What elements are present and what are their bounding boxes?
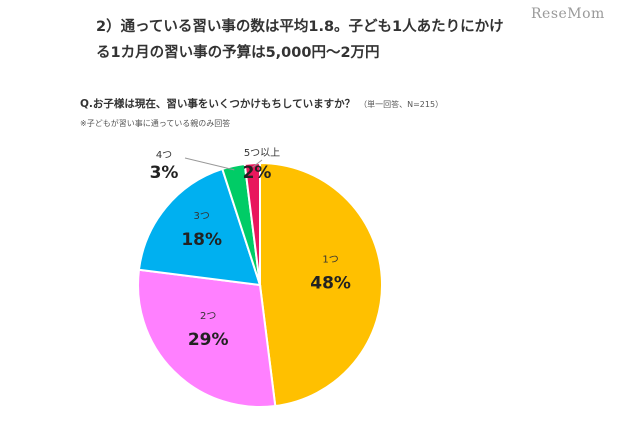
slice-labels: 1つ 48% 2つ 29% 3つ 18% 4つ 3% 5つ以上 2%: [150, 147, 351, 350]
heading-line-1: 2）通っている習い事の数は平均1.8。子ども1人あたりにかけ: [96, 19, 504, 35]
slice-label-5: 5つ以上: [244, 147, 280, 159]
question-text: Q.お子様は現在、習い事をいくつかけもちしていますか？: [80, 98, 356, 110]
slice-value-3: 18%: [181, 230, 222, 250]
leader-line-4: [184, 157, 235, 171]
page-heading: 2）通っている習い事の数は平均1.8。子ども1人あたりにかけ る1カ月の習い事の…: [96, 14, 516, 66]
slice-label-4: 4つ: [156, 150, 172, 161]
slice-label-3: 3つ: [194, 211, 210, 222]
pie-slice-1: [259, 161, 384, 408]
respondent-note: ※子どもが習い事に通っている親のみ回答: [80, 119, 231, 128]
pie-slice-5: [243, 161, 261, 286]
pie-slices: [137, 161, 384, 408]
slice-value-5: 2%: [243, 163, 272, 183]
resemom-logo: ReseMom: [531, 6, 605, 22]
leader-line-5: [252, 159, 263, 168]
slice-value-1: 48%: [310, 274, 351, 294]
pie-slice-2: [137, 268, 277, 408]
slice-label-2: 2つ: [200, 311, 216, 322]
survey-question: Q.お子様は現在、習い事をいくつかけもちしていますか？ （単一回答、N=215）: [80, 96, 443, 111]
leader-lines: [184, 157, 263, 171]
question-meta: （単一回答、N=215）: [359, 100, 444, 109]
slice-value-2: 29%: [188, 330, 229, 350]
heading-line-2: る1カ月の習い事の予算は5,000円～2万円: [96, 45, 380, 61]
slice-label-1: 1つ: [322, 255, 338, 266]
slice-value-4: 3%: [150, 163, 179, 183]
pie-slice-3: [137, 167, 262, 287]
